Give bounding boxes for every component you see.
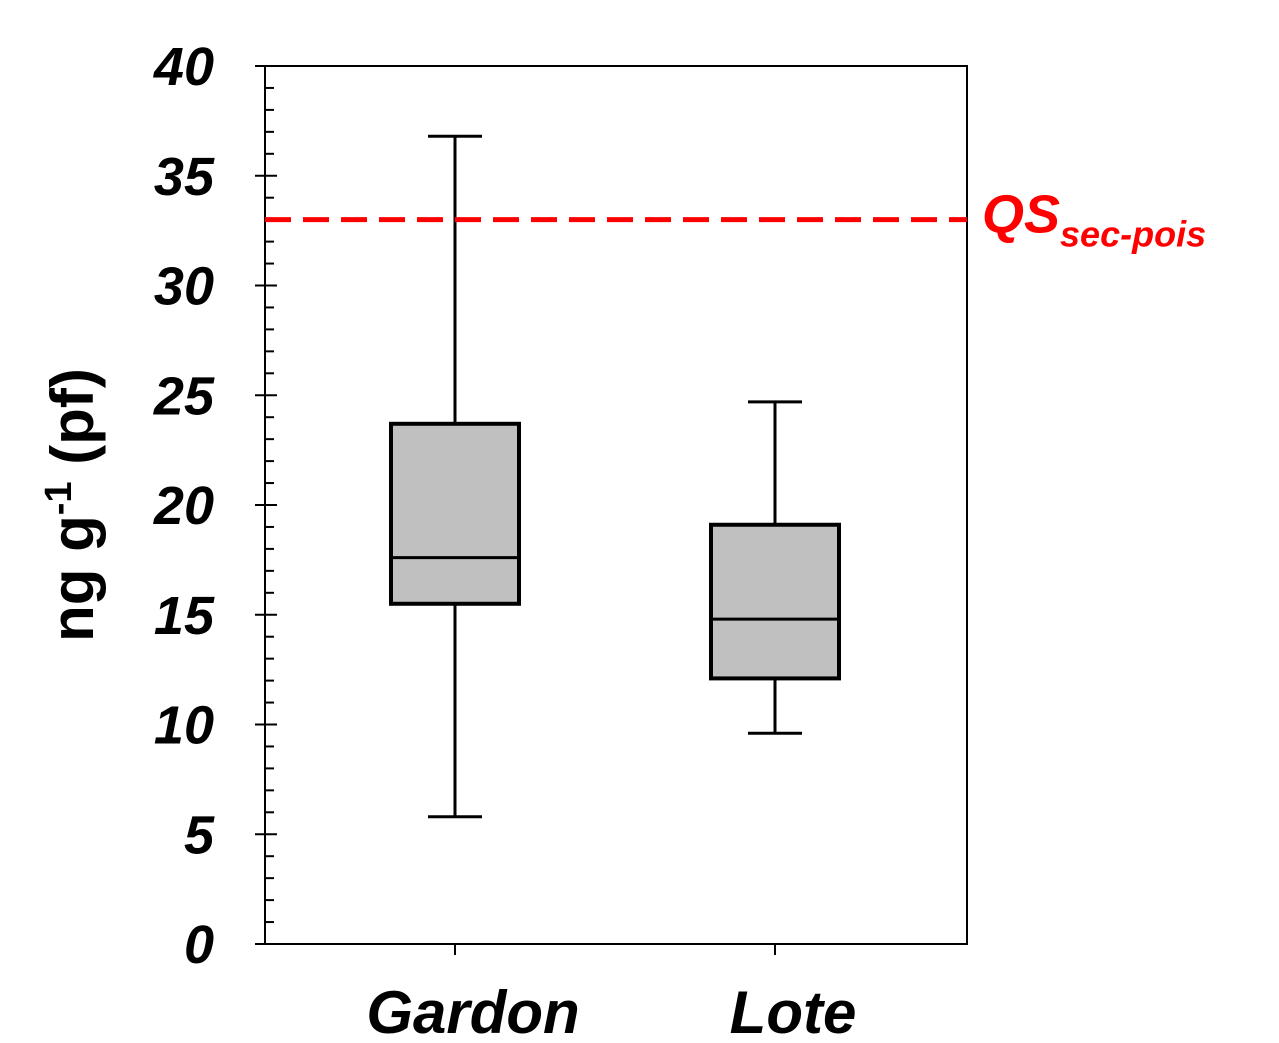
y-tick-label: 35 [154,147,215,207]
y-tick-label: 40 [153,37,214,97]
x-ticks [454,944,776,955]
y-tick-label: 15 [154,586,215,646]
iqr-box [389,421,521,606]
iqr-box [709,522,841,681]
x-category-label: Lote [730,979,857,1043]
reference-label-subscript: sec-pois [1060,214,1206,255]
boxes [389,134,841,819]
y-tick-label: 20 [153,476,214,536]
major-ticks [255,65,277,945]
box-gardon [389,134,521,819]
x-category-labels: Gardon Lote [366,979,856,1043]
y-axis-title-main: ng g [39,515,106,642]
y-tick-label: 25 [153,366,215,426]
box-lote [709,400,841,735]
y-tick-label: 30 [154,257,214,317]
plot-frame [264,65,968,945]
minor-ticks [265,86,274,924]
y-axis-title-unit: (pf) [39,368,106,481]
y-axis-title: ng g-1 (pf) [38,368,106,642]
y-axis-title-superscript: -1 [38,481,80,515]
y-tick-label: 5 [184,805,215,865]
reference-line-label: QSsec-pois [982,185,1206,255]
reference-label-main: QS [982,185,1060,245]
x-category-label: Gardon [366,979,579,1043]
y-tick-label: 10 [154,696,214,756]
y-tick-label: 0 [184,915,214,975]
y-tick-labels: 0 5 10 15 20 25 30 35 40 [153,37,215,975]
